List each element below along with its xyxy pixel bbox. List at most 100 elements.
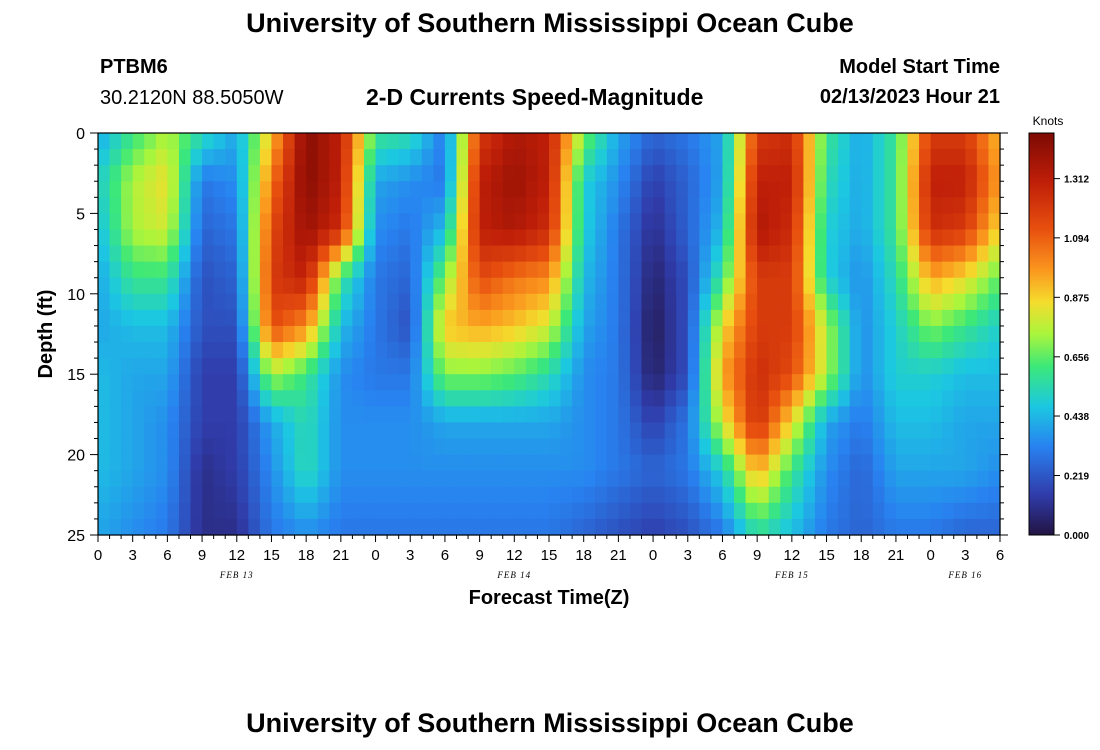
heatmap-cell (976, 325, 990, 343)
heatmap-cell (132, 422, 145, 440)
heatmap-cell (687, 229, 700, 247)
heatmap-cell (248, 358, 261, 375)
heatmap-cell (745, 181, 758, 198)
heatmap-cell (884, 261, 897, 279)
heatmap-cell (930, 406, 943, 424)
heatmap-cell (525, 390, 539, 407)
heatmap-cell (375, 325, 388, 343)
heatmap-cell (155, 406, 168, 424)
heatmap-cell (329, 133, 342, 150)
heatmap-cell (942, 406, 955, 424)
heatmap-cell (907, 133, 920, 150)
heatmap-cell (213, 181, 226, 198)
heatmap-cell (572, 133, 585, 150)
heatmap-cell (861, 245, 874, 263)
heatmap-cell (213, 197, 226, 214)
heatmap-cell (849, 486, 862, 504)
heatmap-cell (433, 229, 446, 247)
heatmap-cell (132, 229, 145, 247)
heatmap-cell (109, 245, 122, 263)
heatmap-cell (421, 261, 434, 279)
heatmap-cell (676, 309, 689, 327)
heatmap-cell (699, 165, 712, 182)
heatmap-cell (283, 342, 296, 359)
heatmap-cell (283, 406, 296, 424)
heatmap-cell (872, 293, 885, 311)
heatmap-cell (387, 390, 400, 407)
heatmap-cell (537, 245, 550, 263)
heatmap-cell (167, 213, 180, 231)
heatmap-cell (734, 502, 747, 520)
heatmap-cell (895, 454, 909, 472)
colorbar-tick-label: 0.656 (1064, 353, 1089, 364)
heatmap-cell (444, 422, 458, 440)
heatmap-cell (907, 518, 920, 536)
heatmap-cell (398, 133, 411, 150)
heatmap-cell (653, 342, 666, 359)
heatmap-cell (155, 438, 168, 456)
heatmap-cell (375, 518, 388, 536)
heatmap-cell (965, 502, 978, 520)
heatmap-cell (942, 293, 955, 311)
heatmap-cell (745, 245, 758, 263)
heatmap-cell (884, 181, 897, 198)
heatmap-cell (606, 181, 619, 198)
heatmap-cell (965, 133, 978, 150)
heatmap-cell (572, 502, 585, 520)
heatmap-cell (629, 502, 643, 520)
heatmap-cell (132, 293, 145, 311)
heatmap-cell (618, 245, 631, 263)
heatmap-cell (653, 518, 666, 536)
heatmap-cell (456, 342, 469, 359)
heatmap-cell (537, 390, 550, 407)
heatmap-cell (329, 518, 342, 536)
heatmap-cell (213, 422, 226, 440)
heatmap-cell (398, 245, 411, 263)
heatmap-cell (121, 245, 134, 263)
heatmap-cell (363, 309, 377, 327)
heatmap-cell (953, 197, 966, 214)
heatmap-cell (849, 374, 862, 391)
heatmap-cell (387, 245, 400, 263)
heatmap-cell (549, 518, 562, 536)
heatmap-cell (294, 454, 307, 472)
heatmap-cell (514, 342, 527, 359)
heatmap-cell (340, 406, 354, 424)
heatmap-cell (930, 197, 943, 214)
heatmap-cell (491, 229, 504, 247)
heatmap-cell (722, 518, 735, 536)
heatmap-cell (965, 165, 978, 182)
x-tick-label: 21 (888, 547, 905, 564)
heatmap-cell (884, 293, 897, 311)
heatmap-cell (109, 149, 122, 166)
heatmap-cell (687, 358, 700, 375)
heatmap-cell (826, 277, 839, 295)
heatmap-cell (306, 197, 319, 214)
heatmap-cell (953, 245, 966, 263)
y-tick-label: 25 (67, 528, 85, 545)
x-tick-label: 3 (961, 547, 969, 564)
heatmap-cell (745, 309, 758, 327)
heatmap-cell (525, 309, 539, 327)
heatmap-cell (202, 406, 215, 424)
heatmap-cell (757, 374, 770, 391)
heatmap-cell (167, 390, 180, 407)
heatmap-cell (398, 518, 411, 536)
heatmap-cell (687, 165, 700, 182)
heatmap-cell (340, 358, 354, 375)
heatmap-cell (676, 181, 689, 198)
heatmap-cell (340, 309, 354, 327)
heatmap-cell (560, 277, 573, 295)
heatmap-cell (861, 181, 874, 198)
heatmap-cell (838, 149, 851, 166)
heatmap-cell (190, 181, 203, 198)
heatmap-cell (826, 390, 839, 407)
heatmap-cell (872, 197, 885, 214)
heatmap-cell (618, 213, 631, 231)
heatmap-cell (595, 213, 608, 231)
heatmap-cell (930, 325, 943, 343)
heatmap-cell (803, 342, 816, 359)
heatmap-cell (583, 358, 596, 375)
heatmap-cell (976, 374, 990, 391)
heatmap-cell (167, 406, 180, 424)
